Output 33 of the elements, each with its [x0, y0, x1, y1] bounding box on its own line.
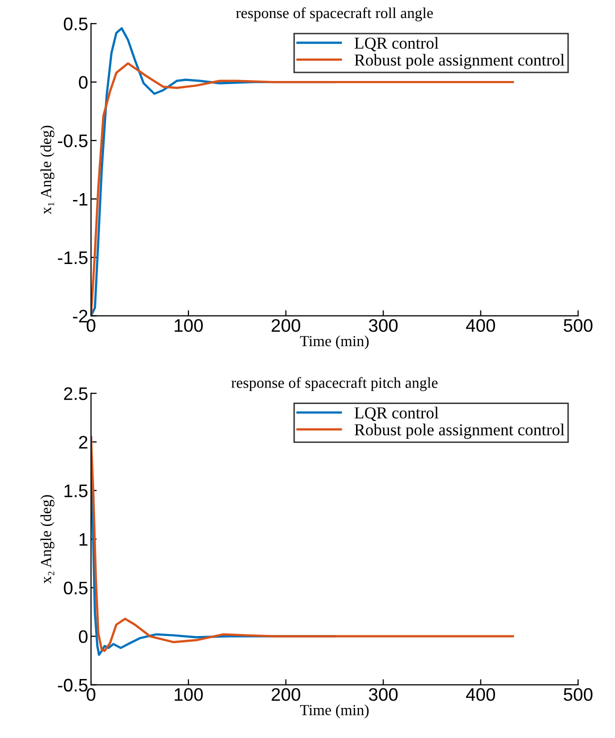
- y-tick-label: 1.5: [64, 484, 88, 498]
- y-tick-label: -0.5: [58, 134, 88, 148]
- x-tick-label: 400: [466, 319, 496, 332]
- y-tick-label: -2: [72, 310, 88, 322]
- y-tick-label: 0.5: [64, 18, 88, 30]
- x-tick-label: 200: [272, 319, 300, 332]
- y-tick-label: 2: [79, 436, 88, 448]
- x-tick-label: 100: [174, 319, 203, 332]
- x-tick-label: 400: [466, 688, 496, 701]
- chart-title: response of spacecraft roll angle: [236, 7, 433, 22]
- x-tick-label: 500: [564, 688, 592, 701]
- y-tick-label: 2.5: [64, 387, 88, 400]
- y-tick-label: 0: [78, 630, 88, 643]
- x-tick-label: 100: [174, 688, 203, 701]
- x-axis-title: Time (min): [300, 335, 369, 350]
- y-tick-label: 0.5: [64, 582, 88, 594]
- y-tick-label: -1: [72, 193, 88, 206]
- x-axis-title: Time (min): [300, 704, 369, 718]
- y-tick-label: -1.5: [58, 252, 88, 264]
- y-tick-label: 0: [78, 76, 88, 89]
- y-tick-label: 1: [80, 533, 88, 546]
- chart-title: response of spacecraft pitch angle: [231, 377, 438, 392]
- y-axis-title: x₂ Angle (deg): [40, 495, 54, 584]
- x-tick-label: 300: [368, 319, 398, 332]
- legend-label: LQR control: [354, 37, 439, 52]
- legend-label: LQR control: [354, 406, 439, 422]
- legend-label: Robust pole assignment control: [354, 424, 564, 439]
- x-tick-label: 300: [368, 688, 398, 701]
- y-axis-title: x₁ Angle (deg): [40, 126, 54, 214]
- x-tick-label: 500: [564, 319, 592, 332]
- legend-label: Robust pole assignment control: [354, 54, 564, 70]
- y-tick-label: -0.5: [58, 678, 88, 692]
- x-tick-label: 200: [272, 688, 300, 701]
